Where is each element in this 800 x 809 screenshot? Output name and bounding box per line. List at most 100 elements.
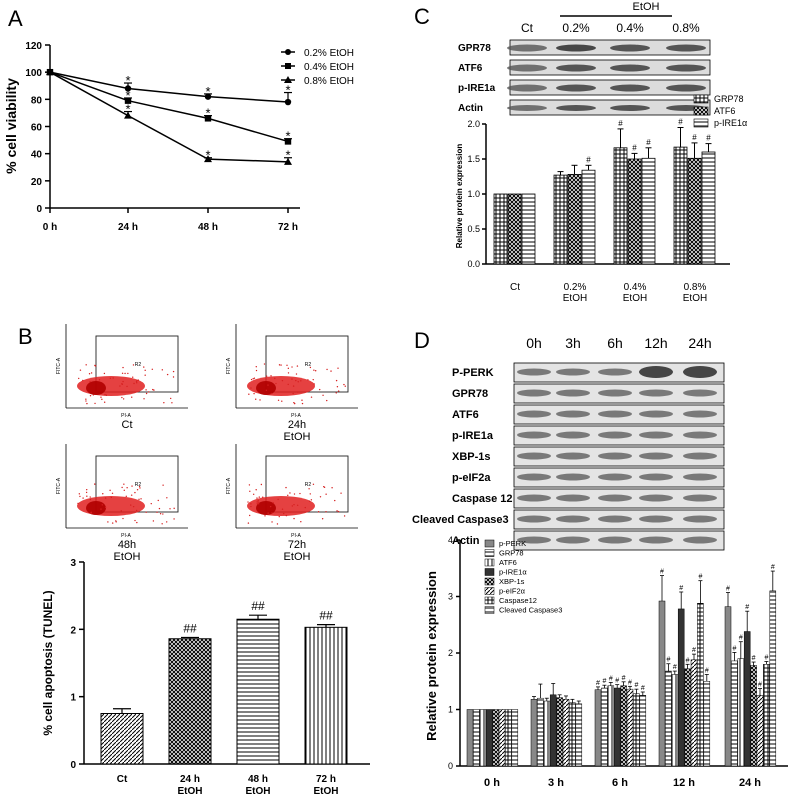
y-tick-label: 60 xyxy=(31,123,43,134)
flow-event xyxy=(337,390,340,392)
flow-event xyxy=(269,505,272,508)
significance-mark: # xyxy=(641,685,645,692)
flow-event xyxy=(265,389,268,392)
significance-mark: # xyxy=(622,675,626,682)
flow-event xyxy=(300,380,302,382)
flow-event xyxy=(77,502,79,505)
significance-mark: * xyxy=(285,83,290,98)
flow-event xyxy=(267,384,269,386)
significance-mark: # xyxy=(758,682,762,689)
flow-event xyxy=(121,372,124,375)
flow-event xyxy=(258,496,260,498)
blot-band xyxy=(639,515,673,523)
flow-event xyxy=(125,495,127,498)
bar xyxy=(627,158,642,265)
flow-event xyxy=(277,399,280,402)
x-tick-label: 72 h xyxy=(316,774,336,785)
bar xyxy=(567,173,582,265)
flow-event xyxy=(255,369,258,372)
flow-event xyxy=(289,492,291,494)
panel-b: B FITC-A PI-A R2 Ct FITC-A PI-A R2 24h EtOH FITC-… xyxy=(0,318,395,804)
blot-label: P-PERK xyxy=(452,367,494,379)
flow-event xyxy=(89,496,91,498)
legend-swatch xyxy=(484,539,495,548)
flow-event xyxy=(166,497,168,499)
flow-gate-label: R2 xyxy=(305,362,312,368)
y-tick-label: 1.0 xyxy=(467,189,480,199)
flow-event xyxy=(162,484,164,486)
flow-event xyxy=(293,493,296,495)
flow-event xyxy=(158,507,161,510)
flow-event xyxy=(256,503,258,505)
flow-event xyxy=(115,520,117,522)
flow-x-label: PI-A xyxy=(121,533,131,539)
bar xyxy=(658,600,666,767)
flow-event xyxy=(112,377,114,379)
y-tick-label: 3 xyxy=(448,592,453,602)
y-tick-label: 40 xyxy=(31,150,43,161)
flow-event xyxy=(138,498,140,501)
significance-mark: # xyxy=(698,574,702,581)
y-tick-label: 4 xyxy=(448,535,453,545)
legend-swatch xyxy=(484,568,495,576)
flow-event xyxy=(301,399,303,401)
flow-event xyxy=(343,515,346,517)
significance-mark: # xyxy=(686,657,690,664)
x-tick-label-2: EtOH xyxy=(314,786,339,797)
blot-band xyxy=(517,452,551,460)
flow-event xyxy=(326,368,328,371)
flow-event xyxy=(290,511,292,513)
flow-event xyxy=(283,512,285,515)
x-tick-label: Ct xyxy=(510,282,520,293)
legend-marker xyxy=(285,63,291,69)
flow-event xyxy=(260,483,263,486)
flow-event xyxy=(159,513,162,515)
lane-label: 12h xyxy=(644,335,667,351)
flow-event xyxy=(152,388,154,391)
flow-event xyxy=(322,394,324,396)
blot-band xyxy=(639,410,673,418)
flow-caption-2: EtOH xyxy=(284,551,311,563)
flow-caption-2: EtOH xyxy=(114,551,141,563)
flow-event xyxy=(143,398,145,400)
y-tick-label: 2.0 xyxy=(467,119,480,129)
flow-event xyxy=(156,511,158,514)
flow-y-label: FITC-A xyxy=(56,357,62,374)
bar xyxy=(633,693,640,767)
blot-band xyxy=(598,452,632,460)
flow-event xyxy=(126,385,128,388)
flow-caption: 48h xyxy=(118,539,136,551)
flow-event xyxy=(248,484,251,486)
panel-d-figure: D 0h 3h 6h 12h 24h P-PERK GPR78 ATF6 p-IRE1a XBP-… xyxy=(412,328,788,789)
x-tick-label: 0.4% xyxy=(624,282,647,293)
legend-swatch xyxy=(484,596,495,605)
y-axis-title: Relative protein expression xyxy=(424,571,439,741)
flow-event xyxy=(104,497,107,499)
legend-swatch xyxy=(693,94,709,104)
bar xyxy=(537,697,544,767)
flow-event xyxy=(119,385,121,387)
blot-band xyxy=(556,368,590,376)
blot-band xyxy=(639,536,673,544)
significance-mark: # xyxy=(596,680,600,687)
bar xyxy=(505,709,512,767)
flow-event xyxy=(281,508,284,510)
blot-band xyxy=(556,452,590,460)
panel-d-letter: D xyxy=(414,328,430,353)
blot-label: GPR78 xyxy=(452,388,488,400)
flow-event xyxy=(309,366,312,369)
y-tick-label: 0 xyxy=(70,760,76,771)
flow-event xyxy=(100,396,102,398)
flow-event xyxy=(259,399,261,401)
bar xyxy=(737,658,745,767)
flow-caption: Ct xyxy=(122,419,133,431)
flow-event xyxy=(140,498,142,500)
significance-mark: ## xyxy=(183,621,197,635)
flow-event xyxy=(86,488,88,491)
flow-event xyxy=(300,521,302,523)
blot-band xyxy=(556,536,590,544)
flow-event xyxy=(256,497,258,499)
blot-label: p-IRE1a xyxy=(458,83,496,94)
flow-event xyxy=(252,378,254,380)
y-tick-label: 0.0 xyxy=(467,259,480,269)
